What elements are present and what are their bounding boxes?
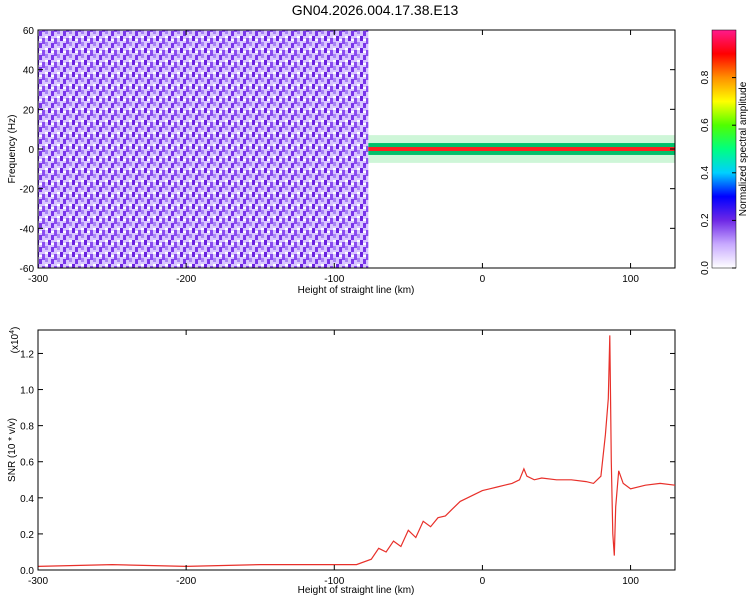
snr-panel: -300 -200 -100 0 100 0.0 0.2 0.4 0.6 0.8 1.0 1.2 H…: [7, 327, 676, 596]
y-tick-label: 0: [28, 145, 34, 156]
colorbar-tick-label: 0.4: [700, 165, 711, 179]
snr-y-ticks: 0.0 0.2 0.4 0.6 0.8 1.0 1.2: [20, 349, 675, 577]
y-tick-label: 0.6: [20, 458, 34, 469]
y-tick-label: 0.0: [20, 566, 34, 577]
x-tick-label: -200: [176, 274, 196, 285]
x-tick-label: -100: [324, 576, 344, 587]
y-tick-label: 1.2: [20, 349, 34, 360]
y-tick-label: 0.2: [20, 530, 34, 541]
y-tick-label: 0.8: [20, 422, 34, 433]
y-tick-label: 20: [23, 105, 35, 116]
y-tick-label: -40: [20, 224, 35, 235]
colorbar-tick-label: 0.0: [700, 261, 711, 275]
snr-x-ticks: -300 -200 -100 0 100: [28, 330, 639, 587]
x-tick-label: -300: [28, 274, 48, 285]
colorbar: 0.0 0.2 0.4 0.6 0.8 Normalized spectral ampl…: [700, 29, 749, 275]
x-tick-label: 100: [622, 274, 639, 285]
y-tick-label: 40: [23, 66, 35, 77]
x-tick-label: 0: [480, 274, 486, 285]
colorbar-tick-label: 0.8: [700, 70, 711, 84]
y-tick-label: -20: [20, 185, 35, 196]
colorbar-label: Normalized spectral amplitude: [738, 81, 749, 216]
snr-scale-label: (x104): [9, 327, 21, 354]
x-tick-label: -200: [176, 576, 196, 587]
broadband-noise-region: [38, 30, 369, 268]
spectrogram-x-ticks: -300 -200 -100 0 100: [28, 30, 639, 285]
chart-title: GN04.2026.004.17.38.E13: [292, 2, 459, 18]
colorbar-tick-label: 0.2: [700, 213, 711, 227]
snr-y-label: SNR (10 * v/v): [7, 418, 18, 482]
colorbar-tick-label: 0.6: [700, 118, 711, 132]
spectrogram-y-ticks: -60 -40 -20 0 20 40 60: [20, 26, 675, 275]
spectrogram-x-label: Height of straight line (km): [298, 285, 415, 296]
y-tick-label: 1.0: [20, 386, 34, 397]
snr-series: [37, 335, 676, 568]
x-tick-label: 100: [622, 576, 639, 587]
y-tick-label: 60: [23, 26, 35, 37]
x-tick-label: -100: [324, 274, 344, 285]
y-tick-label: 0.4: [20, 494, 34, 505]
spectrogram-y-label: Frequency (Hz): [7, 115, 18, 184]
snr-frame: [37, 329, 676, 571]
x-tick-label: -300: [28, 576, 48, 587]
colorbar-gradient: [711, 29, 737, 269]
snr-series-line: [37, 335, 676, 568]
colorbar-ticks: 0.0 0.2 0.4 0.6 0.8: [700, 70, 736, 275]
signal-band-core: [368, 147, 675, 151]
snr-x-label: Height of straight line (km): [298, 585, 415, 596]
y-tick-label: -60: [20, 264, 35, 275]
x-tick-label: 0: [480, 576, 486, 587]
